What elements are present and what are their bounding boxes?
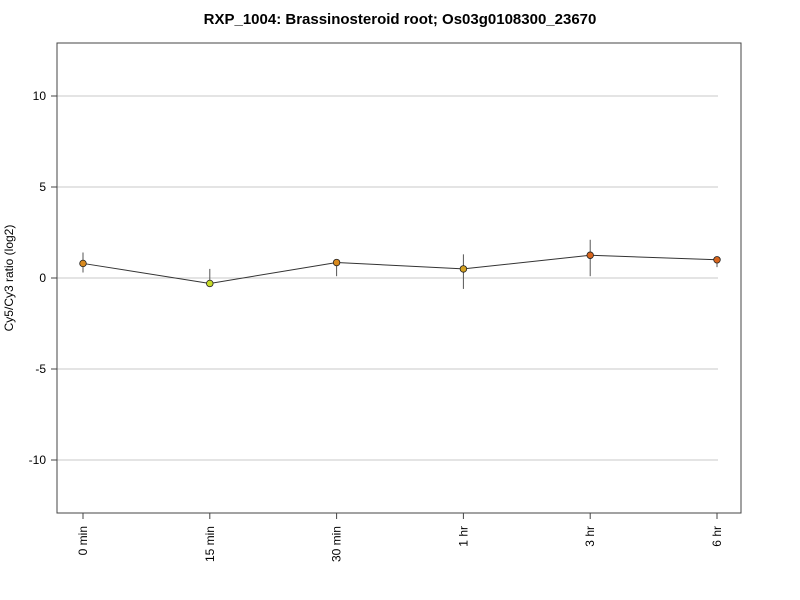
error-bars — [82, 239, 718, 289]
y-tick-label: -5 — [35, 362, 46, 376]
data-point[interactable] — [586, 251, 594, 259]
series-line — [82, 254, 718, 284]
x-tick-label: 6 hr — [710, 526, 724, 547]
data-point[interactable] — [713, 256, 721, 264]
data-point[interactable] — [459, 265, 468, 273]
y-tick-label: 0 — [39, 271, 46, 285]
data-point[interactable] — [332, 258, 341, 267]
data-point[interactable] — [79, 259, 87, 268]
x-tick-label: 3 hr — [583, 526, 597, 547]
x-tick-label: 1 hr — [456, 526, 470, 547]
x-axis: 0 min 15 min 30 min 1 hr 3 hr 6 hr — [76, 513, 724, 562]
chart-title: RXP_1004: Brassinosteroid root; Os03g010… — [203, 11, 597, 28]
y-axis-label: Cy5/Cy3 ratio (log2) — [2, 225, 16, 332]
y-tick-label: 5 — [39, 180, 46, 194]
data-point[interactable] — [206, 279, 214, 288]
y-tick-label: 10 — [33, 89, 47, 103]
y-tick-label: -10 — [29, 453, 47, 467]
gridlines — [57, 95, 718, 461]
y-axis: 10 5 0 -5 -10 — [29, 89, 57, 467]
x-tick-label: 30 min — [330, 526, 344, 562]
x-tick-label: 15 min — [203, 526, 217, 562]
x-tick-label: 0 min — [76, 526, 90, 555]
data-points — [79, 251, 721, 288]
